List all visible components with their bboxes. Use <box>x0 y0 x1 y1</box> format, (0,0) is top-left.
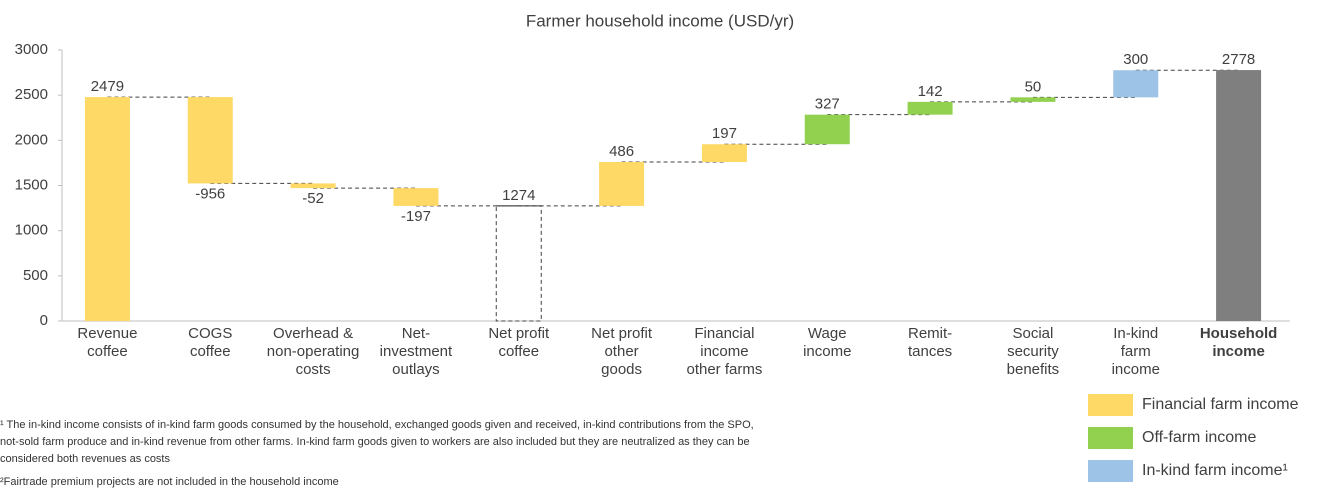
x-tick-label: coffee <box>190 343 231 360</box>
x-tick-label: Net profit <box>488 325 550 342</box>
x-tick-label: income <box>1212 343 1265 360</box>
data-label: -197 <box>401 208 431 225</box>
data-label: -956 <box>195 185 225 202</box>
data-label: 142 <box>918 83 943 100</box>
x-tick-label: outlays <box>392 361 440 378</box>
x-tick-label: Wage <box>808 325 847 342</box>
x-tick-label: income <box>803 343 851 360</box>
bar <box>1216 70 1262 321</box>
data-label: 327 <box>815 96 840 113</box>
bar <box>393 188 439 206</box>
x-tick-label: goods <box>601 361 642 378</box>
x-tick-label: benefits <box>1007 361 1060 378</box>
legend-label: In-kind farm income¹ <box>1142 462 1288 479</box>
x-tick-label: Household <box>1200 325 1278 342</box>
x-tick-label: Net- <box>402 325 430 342</box>
x-tick-label: coffee <box>498 343 539 360</box>
y-tick-label: 2000 <box>15 131 48 148</box>
footnote: considered both revenues as costs <box>0 453 170 465</box>
legend-swatch <box>1088 427 1133 449</box>
bar <box>84 97 130 322</box>
x-tick-label: Financial <box>694 325 754 342</box>
bar <box>907 101 953 115</box>
x-tick-label: farm <box>1121 343 1151 360</box>
legend-swatch <box>1088 394 1133 416</box>
bar <box>1113 70 1159 98</box>
legend-swatch <box>1088 460 1133 482</box>
footnote: not-sold farm produce and in-kind revenu… <box>0 436 750 448</box>
legend-label: Financial farm income <box>1142 396 1299 413</box>
x-tick-label: Net profit <box>591 325 653 342</box>
footnote: ²Fairtrade premium projects are not incl… <box>0 476 339 488</box>
data-label: 197 <box>712 125 737 142</box>
y-tick-label: 0 <box>40 312 48 329</box>
data-label: 2479 <box>91 78 124 95</box>
bar <box>495 205 542 322</box>
footnote: ¹ The in-kind income consists of in-kind… <box>0 419 754 431</box>
y-tick-label: 500 <box>23 267 48 284</box>
bar <box>804 114 850 145</box>
y-tick-label: 2500 <box>15 86 48 103</box>
x-tick-label: Remit- <box>908 325 952 342</box>
x-tick-label: non-operating <box>267 343 360 360</box>
bar <box>187 97 233 184</box>
x-tick-label: tances <box>908 343 952 360</box>
data-label: 300 <box>1123 51 1148 68</box>
bar <box>1010 97 1056 102</box>
x-tick-label: In-kind <box>1113 325 1158 342</box>
x-tick-label: Overhead & <box>273 325 353 342</box>
x-tick-label: security <box>1007 343 1059 360</box>
legend-label: Off-farm income <box>1142 429 1257 446</box>
x-tick-label: Social <box>1012 325 1053 342</box>
data-label: 50 <box>1025 78 1042 95</box>
y-tick-label: 1500 <box>15 176 48 193</box>
bar <box>599 162 645 206</box>
x-tick-label: other farms <box>686 361 762 378</box>
x-tick-label: Revenue <box>77 325 137 342</box>
x-tick-label: coffee <box>87 343 128 360</box>
chart-title: Farmer household income (USD/yr) <box>526 11 794 30</box>
x-tick-label: investment <box>380 343 453 360</box>
x-tick-label: income <box>700 343 748 360</box>
data-label: 2778 <box>1222 51 1255 68</box>
x-tick-label: income <box>1112 361 1160 378</box>
x-tick-label: COGS <box>188 325 232 342</box>
data-label: -52 <box>302 190 324 207</box>
data-label: 1274 <box>502 187 535 204</box>
y-tick-label: 3000 <box>15 41 48 58</box>
bar <box>701 144 747 163</box>
bar <box>290 183 336 189</box>
data-label: 486 <box>609 143 634 160</box>
x-tick-label: costs <box>296 361 331 378</box>
y-tick-label: 1000 <box>15 222 48 239</box>
x-tick-label: other <box>604 343 638 360</box>
